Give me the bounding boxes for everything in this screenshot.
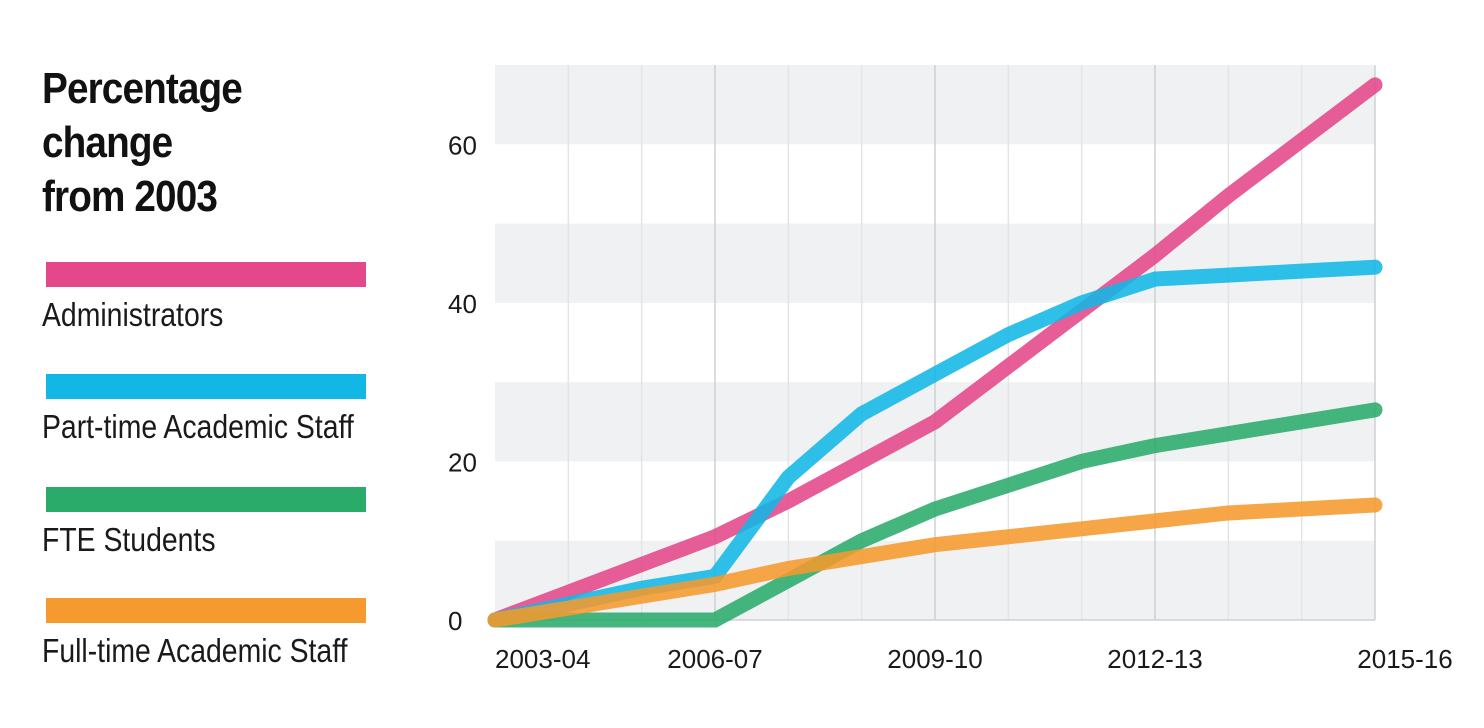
legend-label-fte-students: FTE Students	[42, 521, 216, 558]
y-tick-label: 20	[448, 447, 477, 477]
series-line-administrators	[487, 77, 1383, 628]
chart-title: Percentage change from 2003	[42, 62, 359, 224]
legend-label-part-time-academic-staff: Part-time Academic Staff	[42, 408, 354, 445]
chart-title-line-1: Percentage change	[42, 64, 243, 167]
x-tick-label: 2009-10	[887, 644, 982, 674]
series-line-fte-students	[487, 402, 1383, 628]
chart-title-line-2: from 2003	[42, 172, 218, 221]
legend-label-administrators: Administrators	[42, 296, 224, 333]
chart-legend: Administrators Part-time Academic Staff …	[42, 0, 372, 728]
x-tick-label: 2012-13	[1107, 644, 1202, 674]
x-tick-label: 2015-16	[1357, 644, 1452, 674]
legend-swatch-full-time-academic-staff	[46, 598, 366, 623]
y-tick-label: 0	[448, 606, 462, 636]
legend-swatch-fte-students	[46, 487, 366, 512]
series-line-full-time-academic-staff	[487, 497, 1383, 628]
x-tick-label: 2003-04	[495, 644, 590, 674]
legend-swatch-part-time-academic-staff	[46, 374, 366, 399]
y-tick-label: 60	[448, 130, 477, 160]
series-line-part-time-academic-staff	[487, 259, 1383, 628]
legend-label-full-time-academic-staff: Full-time Academic Staff	[42, 632, 348, 669]
x-tick-label: 2006-07	[667, 644, 762, 674]
y-tick-label: 40	[448, 289, 477, 319]
legend-swatch-administrators	[46, 262, 366, 287]
